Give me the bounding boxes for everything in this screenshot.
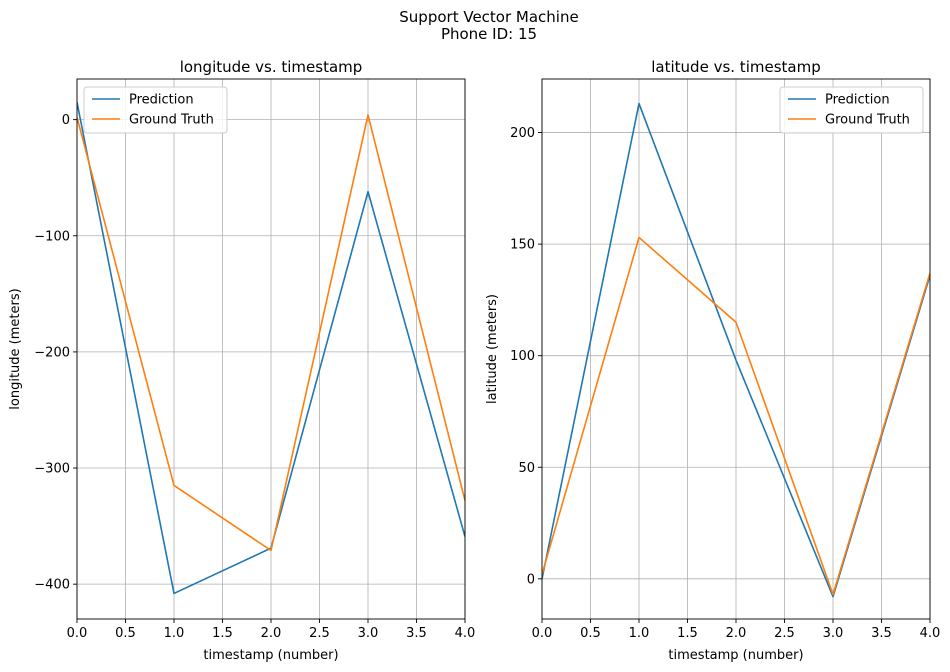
y-tick-label: 0 <box>527 572 535 587</box>
y-tick-label: 50 <box>518 461 535 476</box>
series-line-ground-truth <box>77 114 465 552</box>
y-axis-label: longitude (meters) <box>8 288 23 409</box>
x-tick-label: 2.0 <box>261 626 282 641</box>
series-line-ground-truth <box>542 236 930 596</box>
x-tick-label: 1.0 <box>629 626 650 641</box>
y-axis-label: latitude (meters) <box>485 294 500 404</box>
x-tick-label: 3.5 <box>871 626 892 641</box>
x-tick-label: 3.5 <box>406 626 427 641</box>
x-tick-label: 3.0 <box>823 626 844 641</box>
y-tick-label: 0 <box>62 113 70 128</box>
x-tick-label: 1.5 <box>677 626 698 641</box>
figure-suptitle-line1: Support Vector Machine <box>399 8 578 26</box>
x-tick-label: 0.0 <box>532 626 553 641</box>
y-tick-label: −400 <box>34 578 70 593</box>
y-tick-label: −100 <box>34 229 70 244</box>
y-tick-label: −200 <box>34 345 70 360</box>
x-tick-label: 0.5 <box>115 626 136 641</box>
latitude-chart: 0.0 0.5 1.0 1.5 2.0 2.5 3.0 3.5 4.0 0 50 100 150 200 l… <box>485 58 940 663</box>
legend-entry-label: Ground Truth <box>825 113 910 128</box>
x-tick-label: 2.5 <box>774 626 795 641</box>
legend-entry-label: Ground Truth <box>129 113 214 128</box>
x-tick-label: 0.0 <box>67 626 88 641</box>
x-tick-label: 1.5 <box>212 626 233 641</box>
x-tick-label: 2.5 <box>309 626 330 641</box>
legend-entry-label: Prediction <box>825 93 890 108</box>
legend-entry-label: Prediction <box>129 93 194 108</box>
x-tick-label: 3.0 <box>358 626 379 641</box>
chart-title: latitude vs. timestamp <box>651 58 820 76</box>
x-tick-label: 2.0 <box>726 626 747 641</box>
x-tick-label: 0.5 <box>580 626 601 641</box>
legend: Prediction Ground Truth <box>83 86 228 134</box>
y-tick-label: 200 <box>510 126 535 141</box>
x-tick-label: 4.0 <box>455 626 476 641</box>
x-axis-label: timestamp (number) <box>203 648 338 663</box>
x-axis-label: timestamp (number) <box>668 648 803 663</box>
chart-title: longitude vs. timestamp <box>180 58 363 76</box>
y-tick-label: −300 <box>34 462 70 477</box>
longitude-chart: 0.0 0.5 1.0 1.5 2.0 2.5 3.0 3.5 4.0 0 −100 −200 −300… <box>8 58 475 663</box>
x-tick-label: 4.0 <box>920 626 941 641</box>
legend: Prediction Ground Truth <box>779 86 924 134</box>
figure-suptitle-line2: Phone ID: 15 <box>441 25 537 43</box>
y-tick-label: 150 <box>510 238 535 253</box>
x-tick-label: 1.0 <box>164 626 185 641</box>
y-tick-label: 100 <box>510 349 535 364</box>
